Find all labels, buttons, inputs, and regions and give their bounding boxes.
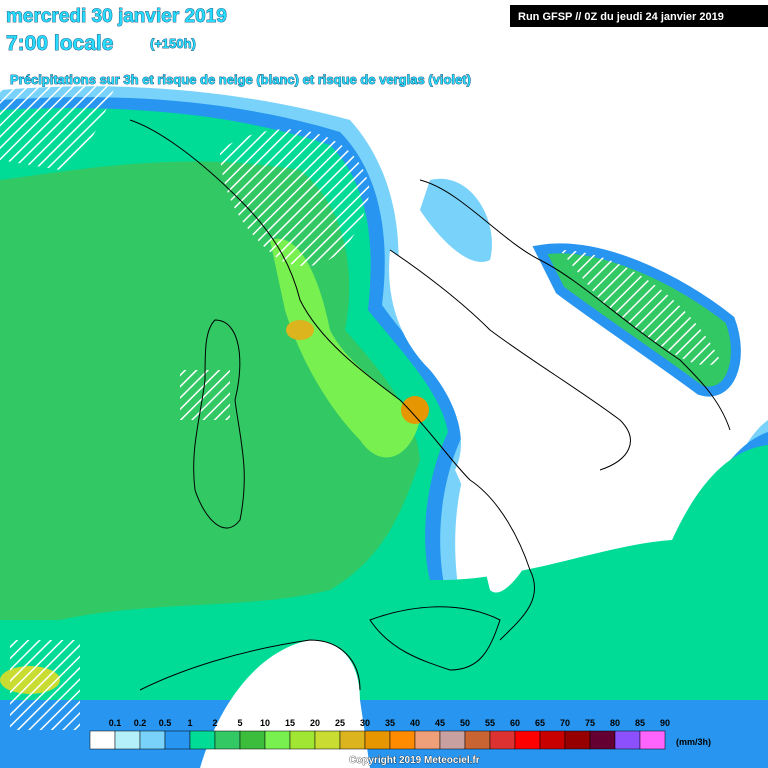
date-title: mercredi 30 janvier 2019 xyxy=(6,6,227,27)
legend-swatch xyxy=(514,730,541,750)
legend-swatch xyxy=(289,730,316,750)
legend-swatch xyxy=(89,730,116,750)
legend-swatch xyxy=(364,730,391,750)
legend-swatch xyxy=(339,730,366,750)
legend-swatch xyxy=(614,730,641,750)
legend-tick-label: 45 xyxy=(435,718,445,728)
forecast-offset: (+150h) xyxy=(150,36,196,51)
legend-swatch xyxy=(239,730,266,750)
legend-tick-label: 15 xyxy=(285,718,295,728)
precip-heavy xyxy=(270,238,420,458)
legend-swatch xyxy=(564,730,591,750)
precip-core xyxy=(401,396,429,424)
legend-swatch xyxy=(214,730,241,750)
legend-tick-label: 0.2 xyxy=(134,718,147,728)
legend-tick-label: 85 xyxy=(635,718,645,728)
legend-swatch xyxy=(539,730,566,750)
legend-tick-label: 1 xyxy=(187,718,192,728)
precip-core xyxy=(286,320,314,340)
copyright: Copyright 2019 Meteociel.fr xyxy=(349,755,480,766)
legend-tick-label: 75 xyxy=(585,718,595,728)
legend-tick-label: 90 xyxy=(660,718,670,728)
legend-swatch xyxy=(164,730,191,750)
legend-swatch xyxy=(314,730,341,750)
legend-swatch xyxy=(464,730,491,750)
legend-swatch xyxy=(114,730,141,750)
legend-swatch xyxy=(489,730,516,750)
run-label: Run GFSP // 0Z du jeudi 24 janvier 2019 xyxy=(518,11,724,23)
legend-swatch xyxy=(264,730,291,750)
coastlines xyxy=(129,119,731,691)
legend-tick-label: 0.1 xyxy=(109,718,122,728)
time-title: 7:00 locale xyxy=(6,32,113,55)
legend-unit: (mm/3h) xyxy=(676,737,711,747)
legend-swatch xyxy=(589,730,616,750)
legend-tick-label: 0.5 xyxy=(159,718,172,728)
legend-swatch xyxy=(639,730,666,750)
legend-tick-label: 40 xyxy=(410,718,420,728)
adriatic-precip xyxy=(420,178,492,262)
legend: 0.1 0.2 0.5 1 2 5 10 15 20 25 30 35 40 45 50 55 60 65 70 75… xyxy=(89,718,670,750)
legend-tick-label: 50 xyxy=(460,718,470,728)
legend-tick-label: 80 xyxy=(610,718,620,728)
legend-swatch xyxy=(139,730,166,750)
legend-swatch xyxy=(414,730,441,750)
legend-swatch xyxy=(389,730,416,750)
italy-land xyxy=(389,250,640,593)
legend-tick-label: 35 xyxy=(385,718,395,728)
subtitle: Précipitations sur 3h et risque de neige… xyxy=(10,72,471,87)
legend-tick-label: 60 xyxy=(510,718,520,728)
legend-tick-label: 65 xyxy=(535,718,545,728)
run-box xyxy=(510,5,768,27)
legend-tick-label: 2 xyxy=(212,718,217,728)
legend-tick-label: 10 xyxy=(260,718,270,728)
snow-hatch xyxy=(0,0,720,730)
legend-tick-label: 30 xyxy=(360,718,370,728)
legend-tick-label: 70 xyxy=(560,718,570,728)
legend-tick-label: 55 xyxy=(485,718,495,728)
legend-tick-label: 20 xyxy=(310,718,320,728)
legend-tick-label: 5 xyxy=(237,718,242,728)
legend-tick-label: 25 xyxy=(335,718,345,728)
legend-swatch xyxy=(189,730,216,750)
legend-swatch xyxy=(439,730,466,750)
